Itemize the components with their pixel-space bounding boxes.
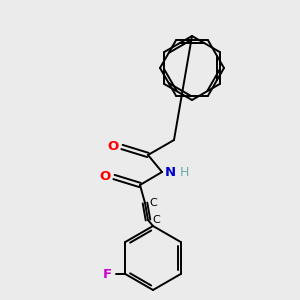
Text: N: N — [164, 167, 175, 179]
Text: H: H — [179, 167, 189, 179]
Text: O: O — [107, 140, 118, 152]
Text: C: C — [152, 215, 160, 225]
Text: O: O — [99, 169, 111, 182]
Text: F: F — [103, 268, 112, 281]
Text: C: C — [149, 198, 157, 208]
